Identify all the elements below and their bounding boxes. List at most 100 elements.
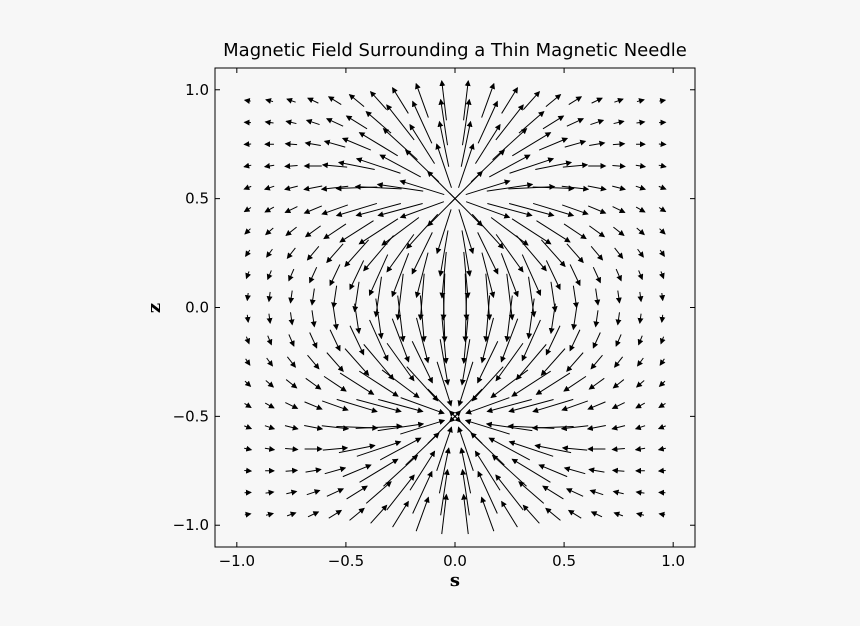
quiver-arrow-r1-c3: [305, 119, 320, 126]
quiver-arrow-r16-c12: [488, 437, 531, 461]
quiver-arrow-r19-c6: [370, 504, 388, 524]
quiver-arrow-r13-c3: [305, 377, 322, 390]
quiver-arrow-r10-c11: [483, 295, 491, 343]
y-axis-label: z: [144, 303, 165, 313]
quiver-arrow-r7-c16: [590, 245, 604, 261]
quiver-arrow-r8-c14: [545, 260, 561, 291]
quiver-arrow-r5-c11: [465, 201, 511, 219]
quiver-arrow-r4-c14: [532, 185, 575, 192]
quiver-arrow-r5-c18: [635, 206, 646, 213]
quiver-arrow-r4-c11: [465, 179, 511, 196]
quiver-arrow-r3-c14: [535, 160, 573, 171]
quiver-arrow-r9-c6: [373, 276, 382, 318]
quiver-arrow-r9-c16: [594, 288, 601, 306]
quiver-arrow-r15-c6: [355, 423, 403, 430]
quiver-arrow-r18-c4: [326, 488, 345, 497]
quiver-arrow-r17-c4: [324, 466, 347, 475]
quiver-arrow-r8-c18: [637, 270, 644, 281]
quiver-arrow-r11-c1: [266, 335, 273, 346]
quiver-arrow-r6-c13: [511, 218, 552, 245]
quiver-arrow-r7-c3: [306, 245, 320, 261]
quiver-arrow-r5-c16: [587, 205, 607, 214]
quiver-arrow-r16-c1: [264, 446, 276, 452]
quiver-arrow-r16-c11: [470, 432, 505, 466]
quiver-arrow-r12-c12: [495, 342, 524, 382]
x-tick-label: 1.0: [661, 552, 685, 570]
quiver-arrow-r9-c0: [244, 292, 251, 302]
quiver-arrow-r8-c15: [569, 264, 581, 287]
quiver-arrow-r8-c16: [592, 266, 601, 284]
quiver-arrow-r2-c14: [539, 137, 569, 151]
quiver-arrow-r0-c15: [568, 96, 583, 105]
quiver-arrow-r12-c1: [266, 357, 274, 367]
quiver-arrow-r17-c16: [588, 467, 605, 474]
quiver-arrow-r8-c17: [615, 268, 622, 282]
quiver-arrow-r17-c6: [359, 458, 399, 483]
quiver-arrow-r6-c15: [563, 223, 587, 240]
quiver-arrow-r4-c2: [284, 185, 298, 192]
quiver-arrow-r11-c11: [480, 317, 494, 364]
quiver-arrow-r9-c15: [572, 285, 579, 309]
quiver-arrow-r13-c7: [381, 369, 420, 399]
quiver-arrow-r10-c9: [441, 295, 448, 343]
quiver-arrow-r8-c1: [266, 270, 273, 281]
quiver-arrow-r12-c10: [459, 339, 471, 386]
quiver-arrow-r13-c17: [612, 379, 625, 389]
quiver-arrow-r1-c15: [566, 118, 585, 127]
quiver-arrow-r9-c13: [528, 276, 537, 318]
quiver-arrow-r6-c11: [471, 213, 504, 250]
quiver-arrow-r3-c12: [489, 154, 531, 178]
quiver-arrow-r0-c4: [327, 96, 342, 105]
quiver-arrow-r18-c12: [495, 474, 524, 511]
quiver-arrow-r5-c4: [321, 204, 348, 216]
quiver-arrow-r15-c17: [611, 424, 626, 431]
quiver-arrow-r15-c0: [244, 423, 253, 430]
quiver-arrow-r1-c9: [438, 98, 449, 146]
quiver-arrow-r10-c6: [375, 298, 384, 340]
quiver-arrow-r3-c13: [509, 157, 555, 174]
quiver-arrow-r14-c1: [264, 402, 275, 409]
quiver-arrow-r19-c3: [307, 511, 320, 518]
quiver-arrow-r12-c6: [363, 344, 395, 381]
quiver-arrow-r7-c2: [286, 247, 296, 259]
chart-title: Magnetic Field Surrounding a Thin Magnet…: [223, 40, 687, 61]
quiver-arrow-r7-c8: [411, 232, 433, 275]
quiver-arrow-r4-c12: [486, 182, 534, 192]
quiver-arrow-r8-c10: [463, 251, 471, 299]
quiver-arrow-r18-c10: [460, 468, 470, 516]
quiver-arrow-r0-c8: [415, 82, 429, 118]
quiver-arrow-r9-c3: [309, 288, 316, 306]
quiver-arrow-r7-c19: [659, 249, 665, 257]
quiver-arrow-r14-c19: [658, 402, 666, 409]
quiver-arrow-r10-c12: [504, 295, 513, 343]
quiver-arrow-r6-c9: [435, 209, 452, 255]
quiver-arrow-r0-c3: [307, 97, 319, 104]
quiver-arrow-r0-c18: [636, 98, 645, 104]
quiver-arrow-r17-c17: [611, 467, 625, 474]
quiver-arrow-r0-c2: [286, 97, 296, 104]
quiver-arrow-r6-c10: [458, 209, 475, 255]
quiver-arrows: [243, 79, 667, 535]
quiver-arrow-r11-c12: [500, 318, 519, 363]
quiver-arrow-r3-c10: [458, 143, 475, 188]
quiver-arrow-r15-c16: [586, 425, 606, 431]
quiver-arrow-r12-c7: [386, 342, 415, 382]
quiver-arrow-r6-c2: [285, 226, 297, 237]
quiver-arrow-r10-c15: [571, 307, 578, 331]
quiver-arrow-r18-c1: [265, 489, 275, 496]
quiver-arrow-r1-c5: [345, 115, 368, 130]
quiver-arrow-r5-c2: [284, 206, 298, 213]
quiver-arrow-r1-c4: [325, 118, 344, 127]
quiver-arrow-r2-c0: [243, 141, 252, 148]
quiver-arrow-r14-c14: [532, 398, 574, 413]
quiver-arrow-r13-c8: [406, 366, 439, 402]
quiver-arrow-r8-c4: [329, 264, 341, 287]
quiver-arrow-r7-c1: [266, 248, 273, 258]
quiver-arrow-r7-c13: [516, 235, 547, 272]
quiver-arrow-r2-c3: [304, 140, 321, 147]
quiver-arrow-r7-c9: [438, 230, 449, 277]
plot-area: [214, 67, 696, 548]
quiver-arrow-r14-c8: [400, 397, 445, 415]
quiver-arrow-r4-c19: [658, 184, 667, 191]
quiver-arrow-r13-c16: [588, 377, 605, 390]
